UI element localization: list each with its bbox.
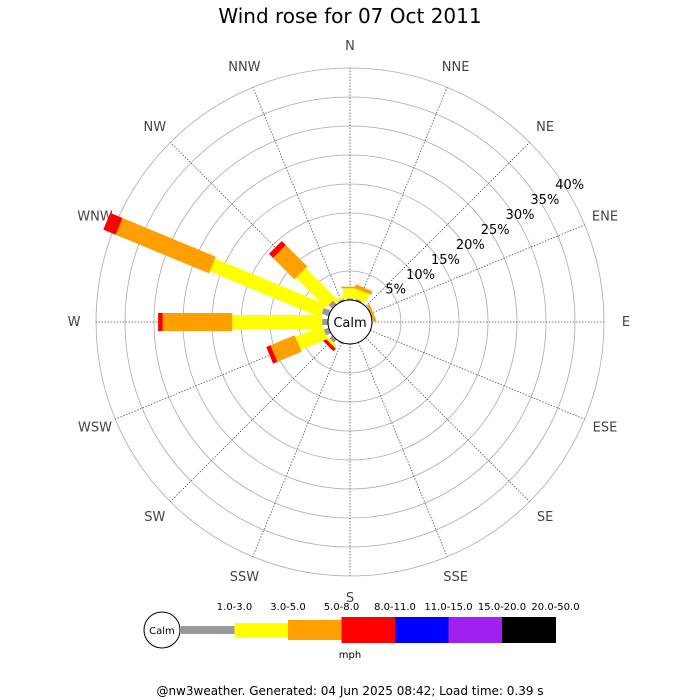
- bar-wnw-3.0-5.0: [209, 258, 326, 318]
- bar-wnw-8.0-11.0: [103, 212, 123, 235]
- bar-wnw-1.0-3.0: [321, 307, 331, 317]
- bar-sw-1.0-3.0: [329, 335, 337, 343]
- bar-w-3.0-5.0: [232, 315, 323, 329]
- ring-7: [124, 96, 576, 548]
- spoke-ssw: [252, 342, 342, 557]
- direction-label-nnw: NNW: [228, 60, 260, 75]
- ring-label-4: 20%: [456, 238, 485, 253]
- bar-wsw-3.0-5.0: [295, 325, 328, 350]
- bar-sw-3.0-5.0: [324, 335, 337, 348]
- wind-bars: [103, 212, 377, 364]
- bar-w-1.0-3.0: [322, 319, 328, 325]
- bar-nnw-3.0-5.0: [333, 294, 348, 303]
- spoke-nne: [358, 87, 448, 302]
- legend-unit: mph: [339, 650, 361, 661]
- spoke-sw: [170, 337, 335, 502]
- direction-label-ese: ESE: [593, 421, 618, 436]
- direction-label-ene: ENE: [592, 209, 618, 224]
- direction-label-sse: SSE: [443, 570, 468, 585]
- direction-label-n: N: [345, 39, 355, 54]
- speed-legend: Calm 1.0-3.0 3.0-5.0 5.0-8.0 8.0-11.0 11.0-15…: [143, 602, 580, 661]
- bar-nne-1.0-3.0: [355, 298, 362, 303]
- direction-label-w: W: [68, 315, 81, 330]
- spoke-ne: [365, 142, 530, 307]
- bar-w-5.0-8.0: [162, 313, 233, 331]
- spoke-wsw: [115, 330, 330, 420]
- chart-title: Wind rose for 07 Oct 2011: [218, 4, 482, 28]
- direction-label-ssw: SSW: [230, 570, 260, 585]
- ring-label-5: 25%: [481, 223, 510, 238]
- bar-nne-5.0-8.0: [354, 284, 373, 295]
- legend-label-1.0-3.0: 1.0-3.0: [217, 602, 252, 613]
- bar-nw-8.0-11.0: [269, 241, 286, 258]
- direction-label-wsw: WSW: [78, 421, 112, 436]
- ring-label-3: 15%: [431, 253, 460, 268]
- direction-label-nw: NW: [144, 120, 167, 135]
- spoke-nnw: [252, 87, 342, 302]
- legend-label-15.0-20.0: 15.0-20.0: [478, 602, 526, 613]
- calm-circle-shape: [327, 299, 373, 345]
- spoke-ene: [370, 224, 585, 314]
- bar-wnw-5.0-8.0: [115, 218, 216, 274]
- legend-label-8.0-11.0: 8.0-11.0: [374, 602, 416, 613]
- direction-label-wnw: WNW: [77, 209, 113, 224]
- direction-label-nne: NNE: [442, 60, 470, 75]
- calm-circle: Calm: [327, 299, 373, 345]
- legend-label-3.0-5.0: 3.0-5.0: [270, 602, 305, 613]
- legend-swatch-8.0-11.0: [341, 617, 396, 643]
- spoke-se: [365, 337, 530, 502]
- ring-label-2: 10%: [406, 268, 435, 283]
- spoke-ese: [370, 330, 585, 420]
- direction-label-sw: SW: [144, 510, 165, 525]
- direction-labels: N NNE NE ENE E ESE SE SSE S SSW SW WSW W WNW NW NNW: [68, 39, 631, 606]
- bar-ene-5.0-8.0: [366, 304, 377, 322]
- legend-label-20.0-50.0: 20.0-50.0: [531, 602, 579, 613]
- calm-label: Calm: [333, 316, 366, 331]
- bar-nw-5.0-8.0: [273, 245, 308, 280]
- legend-swatch-15.0-20.0: [448, 617, 503, 643]
- spoke-sse: [358, 342, 448, 557]
- legend-swatch-5.0-8.0: [288, 620, 342, 640]
- direction-label-se: SE: [537, 510, 553, 525]
- direction-label-e: E: [622, 315, 630, 330]
- legend-swatch-11.0-15.0: [395, 617, 449, 643]
- legend-label-5.0-8.0: 5.0-8.0: [324, 602, 359, 613]
- ring-label-8: 40%: [555, 178, 584, 193]
- ring-labels: 5%10%15%20%25%30%35%40%: [385, 178, 584, 298]
- footer-text: @nw3weather. Generated: 04 Jun 2025 08:4…: [156, 684, 544, 698]
- legend-calm-circle: [143, 611, 181, 649]
- legend-swatch-1.0-3.0: [181, 626, 235, 634]
- bar-w-8.0-11.0: [158, 313, 163, 331]
- legend-label-11.0-15.0: 11.0-15.0: [424, 602, 472, 613]
- legend-swatch-3.0-5.0: [234, 623, 289, 637]
- direction-label-ne: NE: [536, 120, 554, 135]
- spoke-nw: [170, 142, 335, 307]
- bar-nne-3.0-5.0: [352, 288, 370, 303]
- bar-nw-3.0-5.0: [295, 267, 336, 308]
- legend-swatch-20.0-50.0: [502, 617, 556, 643]
- ring-label-6: 30%: [506, 208, 535, 223]
- bar-wsw-5.0-8.0: [270, 335, 302, 362]
- bar-wsw-8.0-11.0: [266, 345, 278, 364]
- bar-nnw-1.0-3.0: [338, 298, 345, 303]
- legend-calm-label: Calm: [149, 626, 175, 637]
- ring-label-1: 5%: [385, 283, 406, 298]
- direction-label-s: S: [346, 591, 354, 606]
- ring-label-7: 35%: [530, 193, 559, 208]
